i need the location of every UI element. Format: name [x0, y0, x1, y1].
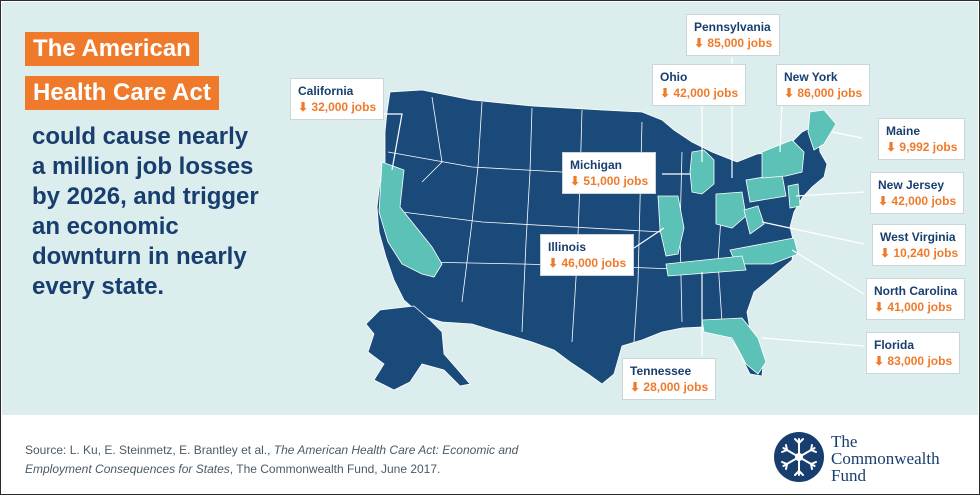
headline-line: could cause nearly: [32, 123, 249, 150]
callout-state: California: [298, 84, 354, 98]
callout-state: New Jersey: [878, 178, 945, 192]
highlighted-states: [378, 109, 837, 375]
callout-jobs: ⬇ 51,000 jobs: [570, 174, 649, 188]
callout-illinois: Illinois ⬇ 46,000 jobs: [540, 234, 635, 276]
title-line-2: Health Care Act: [25, 76, 219, 110]
down-arrow-icon: ⬇: [784, 86, 795, 100]
callout-new-york: New York ⬇ 86,000 jobs: [776, 64, 871, 106]
down-arrow-icon: ⬇: [878, 194, 889, 208]
callout-jobs: ⬇ 42,000 jobs: [878, 194, 957, 208]
callout-jobs: ⬇ 9,992 jobs: [886, 140, 958, 154]
down-arrow-icon: ⬇: [886, 140, 897, 154]
callout-north-carolina: North Carolina ⬇ 41,000 jobs: [866, 278, 966, 320]
callout-michigan: Michigan ⬇ 51,000 jobs: [562, 152, 657, 194]
callout-state: Illinois: [548, 240, 587, 254]
down-arrow-icon: ⬇: [298, 100, 309, 114]
callout-state: Pennsylvania: [694, 20, 771, 34]
callout-state: Michigan: [570, 158, 623, 172]
state-florida: [701, 317, 767, 375]
callout-state: Florida: [874, 338, 915, 352]
headline-line: downturn in nearly: [32, 243, 247, 270]
alaska: [365, 305, 471, 391]
callout-jobs: ⬇ 42,000 jobs: [660, 86, 739, 100]
down-arrow-icon: ⬇: [660, 86, 671, 100]
source-citation: Source: L. Ku, E. Steinmetz, E. Brantley…: [25, 443, 519, 476]
source-title-a: The American Health Care Act: Economic a…: [273, 443, 519, 457]
callout-california: California ⬇ 32,000 jobs: [290, 78, 385, 120]
callout-jobs: ⬇ 28,000 jobs: [630, 380, 709, 394]
title-line-1: The American: [25, 32, 199, 66]
callout-tennessee: Tennessee ⬇ 28,000 jobs: [622, 358, 717, 400]
callout-west-virginia: West Virginia ⬇ 10,240 jobs: [872, 224, 967, 266]
state-michigan: [689, 149, 715, 195]
state-maine: [807, 109, 837, 151]
logo-text: The Commonwealth Fund: [831, 432, 940, 485]
state-west-virginia: [743, 205, 765, 235]
headline: could cause nearly a million job losses …: [32, 122, 332, 302]
map-panel: The American Health Care Act could cause…: [2, 2, 978, 415]
down-arrow-icon: ⬇: [874, 354, 885, 368]
headline-line: every state.: [32, 273, 165, 300]
callout-jobs: ⬇ 46,000 jobs: [548, 256, 627, 270]
callout-florida: Florida ⬇ 83,000 jobs: [866, 332, 961, 374]
callout-state: Tennessee: [630, 364, 692, 378]
callout-jobs: ⬇ 83,000 jobs: [874, 354, 953, 368]
commonwealth-fund-snowflake-icon: [774, 432, 824, 482]
callout-state: Ohio: [660, 70, 688, 84]
callout-state: West Virginia: [880, 230, 956, 244]
down-arrow-icon: ⬇: [694, 36, 705, 50]
callout-new-jersey: New Jersey ⬇ 42,000 jobs: [870, 172, 965, 214]
callout-ohio: Ohio ⬇ 42,000 jobs: [652, 64, 747, 106]
callout-jobs: ⬇ 86,000 jobs: [784, 86, 863, 100]
callout-state: Maine: [886, 124, 921, 138]
headline-line: by 2026, and trigger: [32, 183, 259, 210]
commonwealth-fund-logo: The Commonwealth Fund: [773, 431, 973, 487]
down-arrow-icon: ⬇: [630, 380, 641, 394]
state-new-jersey: [787, 183, 801, 209]
down-arrow-icon: ⬇: [548, 256, 559, 270]
headline-line: an economic: [32, 213, 179, 240]
callout-jobs: ⬇ 41,000 jobs: [874, 300, 953, 314]
callout-jobs: ⬇ 10,240 jobs: [880, 246, 959, 260]
down-arrow-icon: ⬇: [570, 174, 581, 188]
callout-jobs: ⬇ 85,000 jobs: [694, 36, 773, 50]
state-new-york: [761, 139, 805, 179]
source-title-b: Employment Consequences for States: [25, 462, 230, 476]
down-arrow-icon: ⬇: [874, 300, 885, 314]
callout-pennsylvania: Pennsylvania ⬇ 85,000 jobs: [686, 14, 781, 56]
state-california: [378, 161, 443, 278]
callout-state: New York: [784, 70, 838, 84]
callout-maine: Maine ⬇ 9,992 jobs: [878, 118, 966, 160]
callout-jobs: ⬇ 32,000 jobs: [298, 100, 377, 114]
state-tennessee: [665, 255, 747, 277]
down-arrow-icon: ⬇: [880, 246, 891, 260]
callout-state: North Carolina: [874, 284, 958, 298]
headline-line: a million job losses: [32, 153, 254, 180]
state-ohio: [715, 191, 747, 229]
